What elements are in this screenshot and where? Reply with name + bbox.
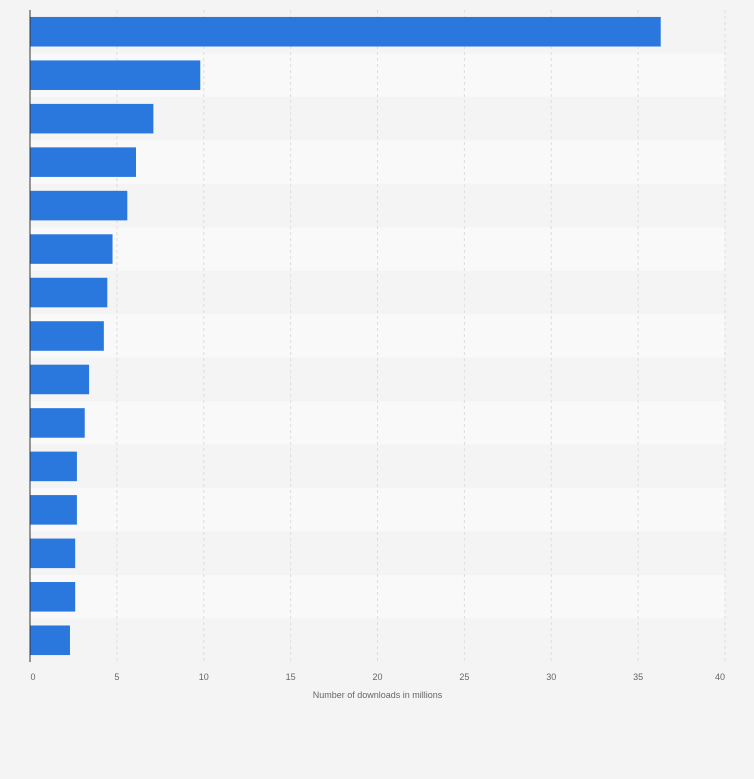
- bar: [30, 60, 201, 90]
- bar: [30, 321, 104, 351]
- x-axis-title: Number of downloads in millions: [313, 690, 443, 700]
- bar: [30, 364, 90, 395]
- bar: [30, 625, 70, 656]
- x-tick-label: 25: [459, 672, 469, 682]
- bar: [30, 582, 76, 612]
- x-tick-label: 10: [199, 672, 209, 682]
- bar: [30, 408, 85, 438]
- bar: [30, 234, 113, 264]
- x-tick-label: 20: [372, 672, 382, 682]
- bar: [30, 451, 77, 482]
- bar: [30, 277, 108, 308]
- x-axis-ticks: 0 5 10 15 20 25 30 35 40: [30, 672, 725, 682]
- bar: [30, 16, 661, 47]
- bars: [30, 16, 661, 656]
- bar: [30, 147, 136, 177]
- x-tick-label: 35: [633, 672, 643, 682]
- x-tick-label: 0: [30, 672, 35, 682]
- x-tick-label: 40: [715, 672, 725, 682]
- x-tick-label: 5: [114, 672, 119, 682]
- bar: [30, 190, 128, 221]
- bar: [30, 103, 154, 134]
- x-tick-label: 30: [546, 672, 556, 682]
- bar: [30, 495, 77, 525]
- x-tick-label: 15: [286, 672, 296, 682]
- bar: [30, 538, 76, 569]
